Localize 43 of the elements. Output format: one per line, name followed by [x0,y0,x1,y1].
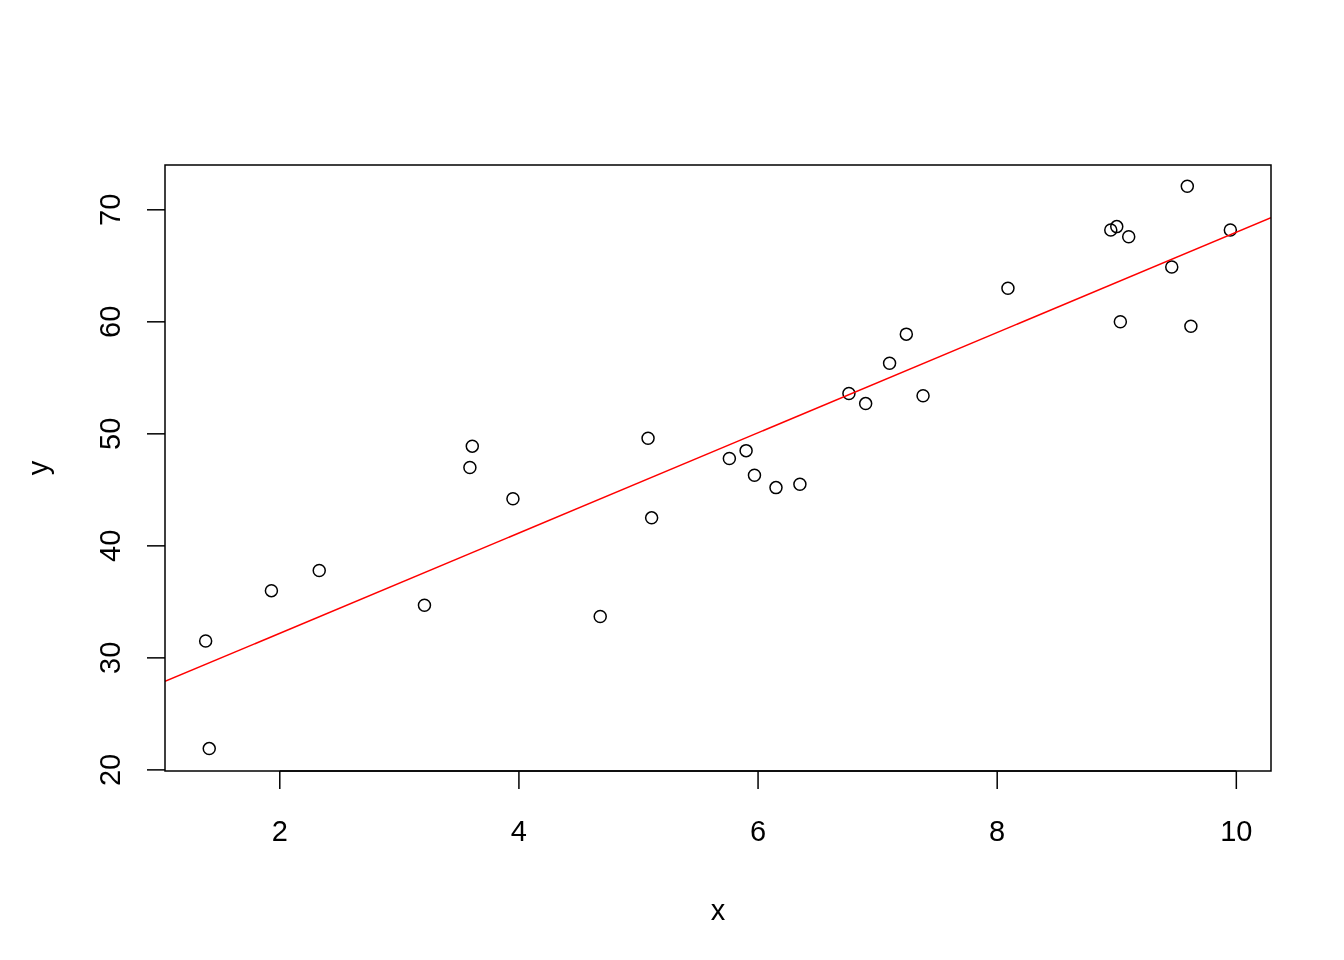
y-axis-title: y [22,460,54,476]
point [769,480,783,495]
point [793,477,807,491]
point [1180,179,1195,194]
y-tick-label: 30 [94,641,126,674]
point [463,460,477,475]
x-tick-label: 2 [271,815,288,847]
y-tick-label: 70 [94,193,126,226]
x-tick-label: 6 [749,815,767,847]
point [644,511,659,525]
point [858,396,873,411]
point [1104,223,1118,237]
point [506,492,520,506]
y-tick-label: 20 [94,753,126,787]
point [899,327,914,341]
point [312,563,326,578]
point [198,634,213,648]
x-tick-label: 8 [989,815,1006,847]
x-axis-title: x [710,894,726,926]
point [1165,260,1179,274]
point [1121,229,1136,244]
y-tick-label: 50 [94,417,126,450]
point [882,356,897,371]
point [641,431,655,446]
point [593,609,607,624]
point [202,741,216,756]
point [1113,315,1128,329]
point [1223,223,1238,237]
point [465,439,480,453]
point [916,389,930,403]
point [747,468,762,483]
point [842,386,856,401]
point [417,598,432,612]
point [1184,319,1198,334]
point [1110,219,1124,234]
y-tick-label: 60 [94,305,126,338]
point [1001,281,1015,295]
x-tick-label: 10 [1220,815,1253,847]
x-tick-label: 4 [510,815,527,847]
point [264,583,279,598]
y-tick-label: 40 [94,529,126,562]
point [739,443,753,458]
point [722,451,737,466]
